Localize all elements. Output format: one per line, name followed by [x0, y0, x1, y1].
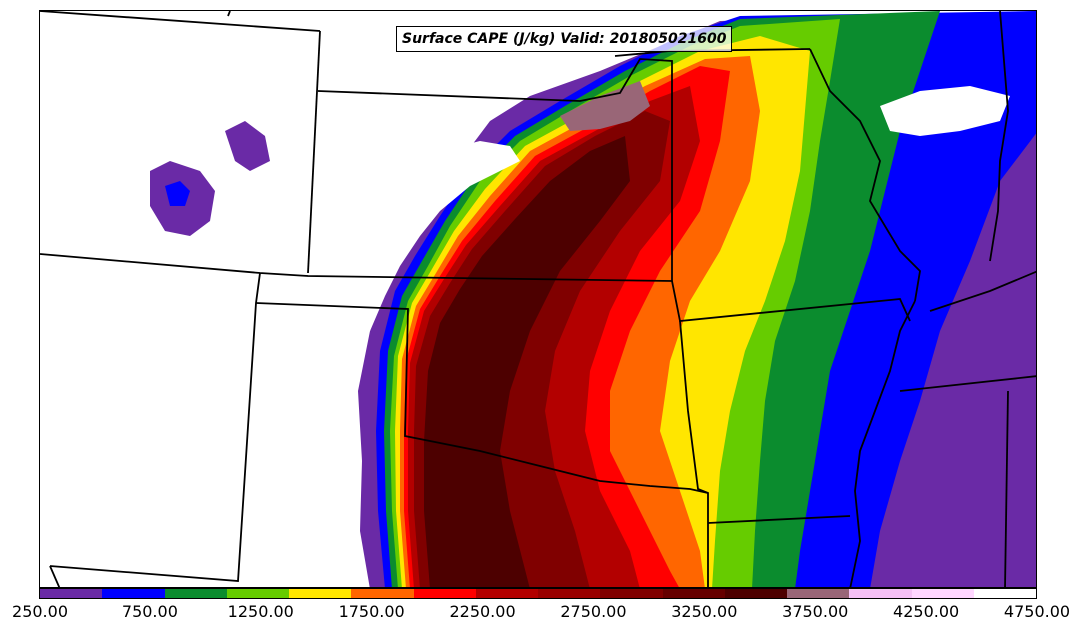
colorbar-tick-label: 4750.00 — [1003, 602, 1071, 621]
colorbar — [39, 588, 1037, 599]
map-title: Surface CAPE (J/kg) Valid: 201805021600 — [396, 26, 733, 52]
colorbar-segment — [662, 589, 725, 598]
colorbar-tick-label: 750.00 — [121, 602, 178, 621]
colorbar-tick-label: 1750.00 — [338, 602, 405, 621]
colorbar-segment — [724, 589, 787, 598]
colorbar-segment — [787, 589, 850, 598]
cape-shading — [150, 11, 1036, 587]
colorbar-tick-label: 250.00 — [12, 602, 68, 621]
colorbar-tick-label: 3750.00 — [782, 602, 849, 621]
colorbar-segment — [226, 589, 289, 598]
cape-map — [40, 11, 1036, 587]
colorbar-tick-label: 2750.00 — [560, 602, 627, 621]
colorbar-segment — [600, 589, 663, 598]
colorbar-segment — [538, 589, 601, 598]
colorbar-segment — [475, 589, 538, 598]
colorbar-segment — [849, 589, 912, 598]
colorbar-segment — [164, 589, 227, 598]
colorbar-segment — [413, 589, 476, 598]
colorbar-tick-label: 1250.00 — [227, 602, 294, 621]
colorbar-segment — [40, 589, 103, 598]
colorbar-tick-label: 2250.00 — [449, 602, 516, 621]
colorbar-segment — [911, 589, 974, 598]
colorbar-segment — [973, 589, 1036, 598]
colorbar-segment — [102, 589, 165, 598]
colorbar-tick-label: 4250.00 — [893, 602, 960, 621]
colorbar-segment — [351, 589, 414, 598]
map-panel: Surface CAPE (J/kg) Valid: 201805021600 — [39, 10, 1037, 588]
colorbar-segment — [289, 589, 352, 598]
colorbar-tick-label: 3250.00 — [671, 602, 738, 621]
state-boundaries — [40, 11, 1036, 587]
